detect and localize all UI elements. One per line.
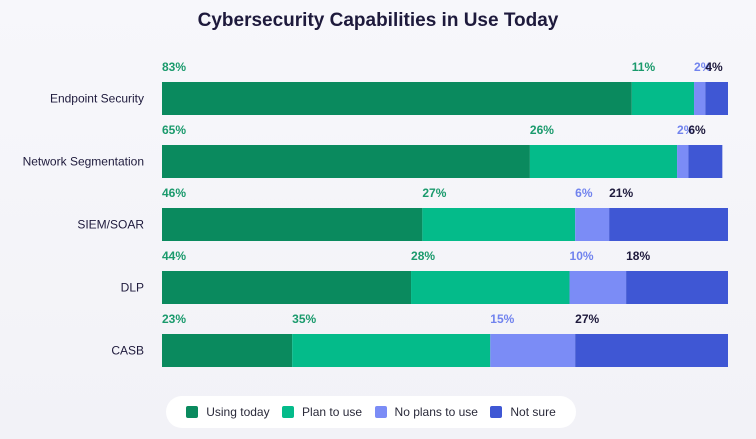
bar-segment-siem-soar-using-today <box>162 208 423 241</box>
legend-swatch-not-sure <box>490 406 503 418</box>
value-label-casb-using-today: 23% <box>162 312 186 326</box>
bar-segment-network-segmentation-not-sure <box>688 145 723 178</box>
bar-segment-dlp-no-plans-to-use <box>569 271 627 304</box>
bar-segment-dlp-not-sure <box>626 271 728 304</box>
legend-item-plan-to-use: Plan to use <box>282 405 362 419</box>
bar-segment-casb-no-plans-to-use <box>490 334 576 367</box>
bar-segment-endpoint-security-using-today <box>162 82 632 115</box>
bar-segment-casb-plan-to-use <box>292 334 491 367</box>
category-label-network-segmentation: Network Segmentation <box>23 155 144 169</box>
value-label-dlp-no-plans-to-use: 10% <box>570 249 594 263</box>
legend-label-using-today: Using today <box>206 405 270 419</box>
category-label-casb: CASB <box>111 344 144 358</box>
legend-label-not-sure: Not sure <box>510 405 556 419</box>
value-label-dlp-using-today: 44% <box>162 249 186 263</box>
bar-segment-endpoint-security-no-plans-to-use <box>694 82 706 115</box>
bar-segment-network-segmentation-plan-to-use <box>529 145 678 178</box>
category-label-dlp: DLP <box>121 281 144 295</box>
value-label-endpoint-security-no-plans-to-use: 2% <box>694 60 712 74</box>
value-label-siem-soar-using-today: 46% <box>162 186 186 200</box>
bar-segment-siem-soar-not-sure <box>609 208 728 241</box>
value-label-casb-plan-to-use: 35% <box>292 312 316 326</box>
legend-label-plan-to-use: Plan to use <box>302 405 363 419</box>
category-label-endpoint-security: Endpoint Security <box>50 92 144 106</box>
legend-item-using-today: Using today <box>186 405 270 419</box>
bar-segment-endpoint-security-not-sure <box>705 82 728 115</box>
bar-segment-dlp-plan-to-use <box>411 271 570 304</box>
value-label-dlp-not-sure: 18% <box>626 249 650 263</box>
chart-title: Cybersecurity Capabilities in Use Today <box>197 10 559 31</box>
bar-segment-endpoint-security-plan-to-use <box>631 82 695 115</box>
legend-item-not-sure: Not sure <box>490 405 556 419</box>
bar-segment-siem-soar-no-plans-to-use <box>575 208 610 241</box>
category-label-siem-soar: SIEM/SOAR <box>77 218 144 232</box>
value-label-endpoint-security-using-today: 83% <box>162 60 186 74</box>
bar-segment-dlp-using-today <box>162 271 412 304</box>
value-label-siem-soar-not-sure: 21% <box>609 186 633 200</box>
legend-swatch-no-plans-to-use <box>374 406 387 418</box>
value-label-casb-not-sure: 27% <box>575 312 599 326</box>
value-label-casb-no-plans-to-use: 15% <box>490 312 514 326</box>
bar-segment-casb-not-sure <box>575 334 728 367</box>
bar-segment-siem-soar-plan-to-use <box>422 208 576 241</box>
legend-swatch-using-today <box>186 406 199 418</box>
value-label-endpoint-security-not-sure: 4% <box>705 60 723 74</box>
value-label-network-segmentation-plan-to-use: 26% <box>530 123 554 137</box>
value-label-network-segmentation-no-plans-to-use: 2% <box>677 123 695 137</box>
value-label-network-segmentation-not-sure: 6% <box>688 123 706 137</box>
value-label-siem-soar-plan-to-use: 27% <box>422 186 446 200</box>
value-label-network-segmentation-using-today: 65% <box>162 123 186 137</box>
value-label-dlp-plan-to-use: 28% <box>411 249 435 263</box>
legend: Using today Plan to use No plans to use … <box>166 396 576 428</box>
value-label-endpoint-security-plan-to-use: 11% <box>632 60 656 74</box>
value-label-siem-soar-no-plans-to-use: 6% <box>575 186 593 200</box>
legend-item-no-plans-to-use: No plans to use <box>374 405 478 419</box>
legend-swatch-plan-to-use <box>282 406 295 418</box>
legend-label-no-plans-to-use: No plans to use <box>394 405 478 419</box>
bar-segment-casb-using-today <box>162 334 293 367</box>
bar-segment-network-segmentation-using-today <box>162 145 530 178</box>
bar-segment-network-segmentation-no-plans-to-use <box>677 145 689 178</box>
